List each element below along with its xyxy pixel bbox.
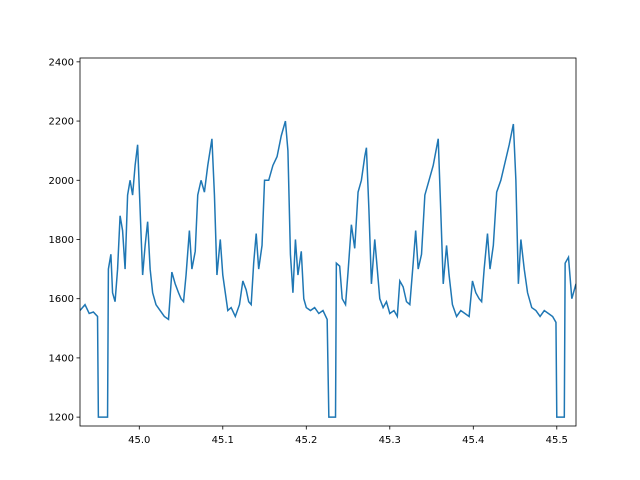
x-tick-label: 45.1 — [212, 435, 234, 446]
x-tick-label: 45.5 — [546, 435, 568, 446]
x-tick-label: 45.2 — [295, 435, 317, 446]
x-tick-label: 45.4 — [462, 435, 484, 446]
x-tick-label: 45.0 — [128, 435, 150, 446]
y-tick-label: 2000 — [49, 176, 74, 187]
plot-frame — [79, 57, 577, 427]
x-tick-label: 45.3 — [379, 435, 401, 446]
y-tick-label: 1800 — [49, 235, 74, 246]
y-tick-label: 1400 — [49, 353, 74, 364]
y-tick-label: 1600 — [49, 294, 74, 305]
y-tick-label: 2400 — [49, 57, 74, 68]
y-tick-label: 2200 — [49, 117, 74, 128]
series-line — [80, 120, 576, 418]
y-tick-label: 1200 — [49, 413, 74, 424]
